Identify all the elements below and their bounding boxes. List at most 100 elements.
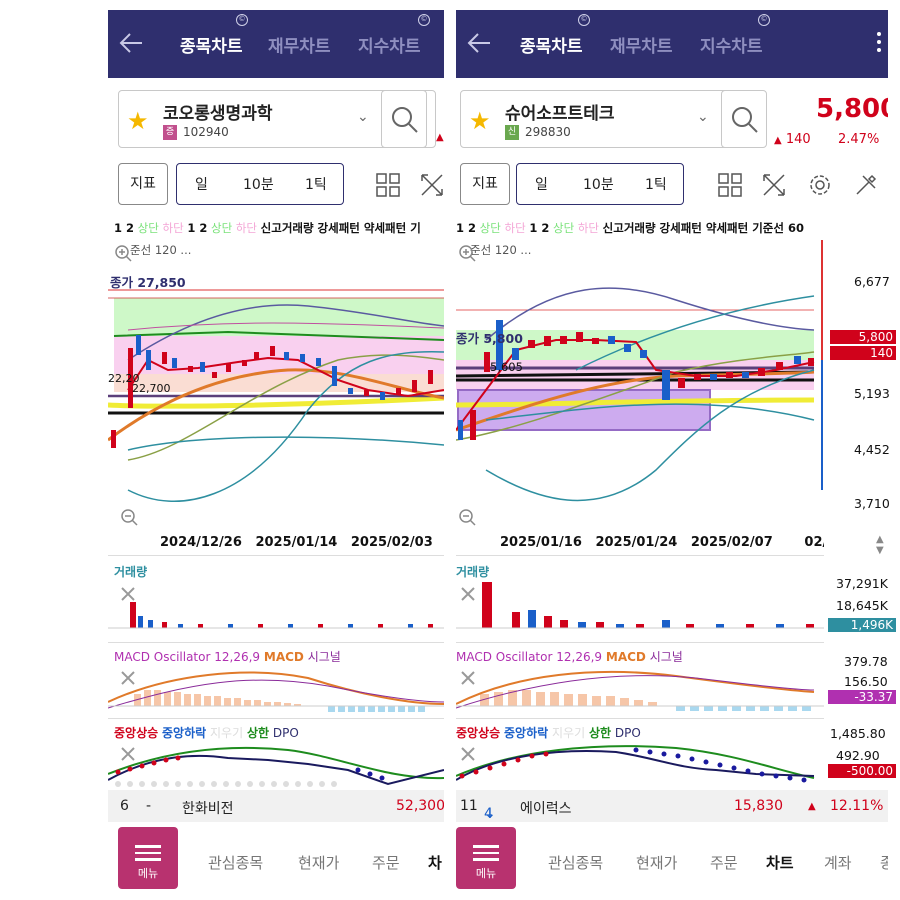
axis-label: 18,645K — [836, 598, 888, 613]
tab-financial-chart[interactable]: 재무차트 — [610, 37, 673, 57]
tab-stock-chart[interactable]: 종목차트 — [520, 37, 583, 57]
stock-name: 슈어소프트테크 — [505, 104, 615, 124]
back-arrow-icon[interactable] — [116, 28, 146, 58]
tab-badge-icon: © — [758, 14, 770, 26]
period-selector[interactable]: 일 10분 1틱 — [516, 163, 684, 205]
axis-label: 6,677 — [854, 274, 890, 289]
settings-gear-icon[interactable] — [808, 173, 832, 197]
zoom-out-icon[interactable] — [120, 508, 140, 528]
macd-title: MACD Oscillator 12,26,9 MACD 시그널 — [456, 650, 683, 664]
tab-index-chart[interactable]: 지수차트 — [358, 37, 421, 57]
hamburger-icon — [473, 845, 499, 848]
tab-financial-chart[interactable]: 재무차트 — [268, 37, 331, 57]
close-price-label: 종가 27,850 — [110, 275, 186, 290]
period-1tick[interactable]: 1틱 — [645, 177, 667, 193]
date-axis: 2025/01/16 2025/01/24 2025/02/07 02/17 — [500, 535, 845, 550]
price-change: ▲ 140 — [774, 132, 811, 147]
scroll-arrows-icon[interactable]: ▲ ▼ — [876, 534, 884, 556]
right-screen: 종목차트 © 재무차트 © 지수차트 ★ 슈어소프트테크 신 298830 ⌄ … — [456, 10, 888, 900]
ticker-percent: 12.11% — [830, 798, 884, 814]
search-icon — [392, 107, 418, 133]
header-bar: 종목차트 © 재무차트 © 지수차트 — [456, 10, 888, 78]
stock-selector[interactable]: ★ 슈어소프트테크 신 298830 ⌄ — [460, 90, 767, 148]
search-button[interactable] — [721, 90, 767, 148]
volume-chart — [108, 587, 444, 629]
indicator-legend-line2: 준선 120 ... — [470, 243, 532, 257]
period-day[interactable]: 일 — [195, 177, 208, 193]
expand-icon[interactable] — [420, 173, 444, 197]
axis-label: 492.90 — [836, 748, 880, 763]
candles — [458, 320, 814, 440]
zoom-out-icon[interactable] — [458, 508, 478, 528]
period-1tick[interactable]: 1틱 — [305, 177, 327, 193]
axis-label: 156.50 — [844, 674, 888, 689]
period-10min[interactable]: 10분 — [243, 177, 274, 193]
expand-icon[interactable] — [762, 173, 786, 197]
market-badge: 증 — [163, 125, 177, 140]
volume-tag: 1,496K — [828, 618, 896, 632]
search-button[interactable] — [381, 90, 427, 148]
nav-order[interactable]: 주문 — [372, 854, 400, 872]
nav-current-price[interactable]: 현재가 — [298, 854, 340, 872]
more-menu-icon[interactable] — [876, 28, 882, 60]
level-label: 22,20 — [108, 372, 140, 385]
indicator-legend: 1 2 상단 하단 1 2 상단 하단 신고거래량 강세패턴 약세패턴 기 — [114, 221, 421, 235]
nav-more[interactable]: 종 — [880, 854, 888, 872]
up-triangle-icon: ▲ — [436, 132, 444, 143]
price-chart[interactable] — [456, 240, 824, 535]
ticker-bar[interactable]: 6 - 한화비전 52,300 — [108, 790, 444, 822]
tab-stock-chart[interactable]: 종목차트 — [180, 37, 243, 57]
header-bar: 종목차트 © 재무차트 © 지수차트 — [108, 10, 444, 78]
ticker-bar[interactable]: 11 ↓ 4 에이럭스 15,830 ▲ 12.11% — [456, 790, 888, 822]
indicator-button[interactable]: 지표 — [460, 163, 510, 205]
price-chart[interactable] — [108, 240, 444, 535]
axis-label: 1,485.80 — [830, 726, 886, 741]
menu-button[interactable]: 메뉴 — [118, 827, 178, 889]
nav-watchlist[interactable]: 관심종목 — [548, 854, 604, 872]
indicator-legend: 1 2 상단 하단 1 2 상단 하단 신고거래량 강세패턴 약세패턴 기준선 … — [456, 221, 804, 235]
chevron-down-icon[interactable]: ⌄ — [357, 109, 369, 125]
chart-toolbar: 지표 일 10분 1틱 — [108, 163, 444, 209]
nav-chart[interactable]: 차 — [428, 854, 442, 872]
zoom-in-icon[interactable] — [114, 244, 134, 264]
grid-layout-icon[interactable] — [376, 173, 400, 197]
tools-icon[interactable] — [854, 173, 878, 197]
menu-button[interactable]: 메뉴 — [456, 827, 516, 889]
nav-chart[interactable]: 차트 — [766, 854, 794, 872]
axis-label: 4,452 — [854, 442, 890, 457]
nav-order[interactable]: 주문 — [710, 854, 738, 872]
stock-selector[interactable]: ★ 코오롱생명과학 증 102940 ⌄ — [118, 90, 436, 148]
macd-title: MACD Oscillator 12,26,9 MACD 시그널 — [114, 650, 341, 664]
volume-chart — [456, 582, 824, 629]
back-arrow-icon[interactable] — [464, 28, 494, 58]
favorite-star-icon[interactable]: ★ — [127, 107, 149, 135]
indicator-button[interactable]: 지표 — [118, 163, 168, 205]
axis-label: 379.78 — [844, 654, 888, 669]
favorite-star-icon[interactable]: ★ — [469, 107, 491, 135]
ticker-price: 15,830 — [734, 798, 783, 814]
chevron-down-icon[interactable]: ⌄ — [697, 109, 709, 125]
bottom-nav: 메뉴 관심종목 현재가 주문 차트 계좌 종 — [456, 822, 888, 900]
macd-chart — [108, 671, 444, 712]
ticker-change: - — [146, 798, 152, 814]
price-change-percent: 2.47% — [838, 132, 880, 147]
tab-index-chart[interactable]: 지수차트 — [700, 37, 763, 57]
left-screen: 종목차트 © 재무차트 © 지수차트 ★ 코오롱생명과학 증 102940 ⌄ … — [108, 10, 444, 900]
nav-watchlist[interactable]: 관심종목 — [208, 854, 264, 872]
tab-badge-icon: © — [578, 14, 590, 26]
period-10min[interactable]: 10분 — [583, 177, 614, 193]
ticker-price: 52,300 — [396, 798, 444, 814]
nav-account[interactable]: 계좌 — [824, 854, 852, 872]
current-price-tag: 5,800 — [830, 330, 896, 344]
bottom-nav: 메뉴 관심종목 현재가 주문 차 — [108, 822, 444, 900]
period-selector[interactable]: 일 10분 1틱 — [176, 163, 344, 205]
nav-current-price[interactable]: 현재가 — [636, 854, 678, 872]
level-label: 5,605 — [490, 360, 523, 374]
market-badge: 신 — [505, 125, 519, 140]
chart-toolbar: 지표 일 10분 1틱 — [456, 163, 888, 209]
period-day[interactable]: 일 — [535, 177, 548, 193]
zoom-in-icon[interactable] — [458, 244, 478, 264]
grid-layout-icon[interactable] — [718, 173, 742, 197]
ticker-name: 한화비전 — [182, 801, 234, 817]
ticker-name: 에이럭스 — [520, 801, 572, 817]
